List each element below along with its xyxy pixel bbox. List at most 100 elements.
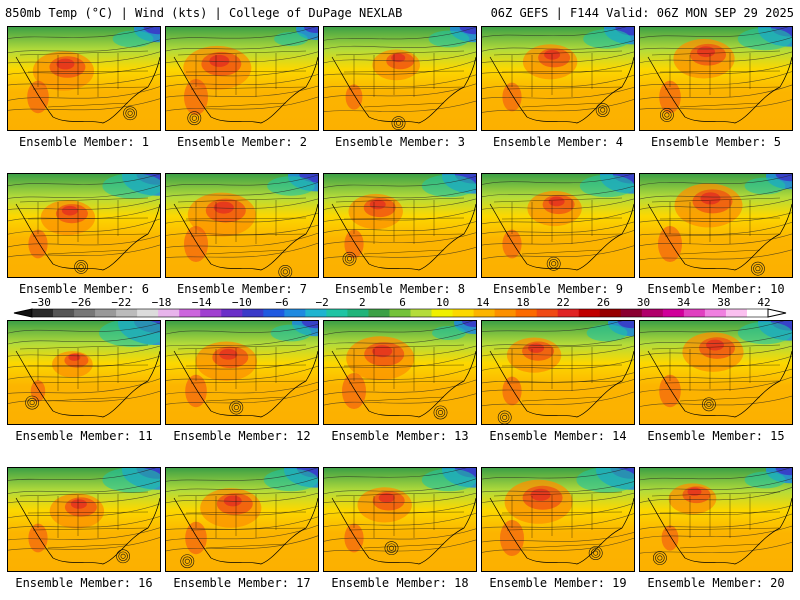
- ensemble-member-label: Ensemble Member: 14: [489, 429, 627, 443]
- ensemble-member-label: Ensemble Member: 20: [647, 576, 785, 590]
- colorbar-segment: [53, 309, 75, 317]
- ensemble-member-map: [481, 173, 635, 278]
- colorbar-segment: [473, 309, 496, 317]
- ensemble-member-map: [323, 173, 477, 278]
- colorbar-tick-label: −14: [191, 296, 212, 309]
- ensemble-member-map: [481, 26, 635, 131]
- ensemble-member-label: Ensemble Member: 9: [492, 282, 624, 296]
- ensemble-member-label: Ensemble Member: 1: [18, 135, 150, 149]
- colorbar-tick-label: −22: [111, 296, 132, 309]
- colorbar-segment: [32, 309, 54, 317]
- colorbar-min-arrow: [13, 308, 33, 318]
- colorbar-segment: [158, 309, 180, 317]
- ensemble-member-label: Ensemble Member: 10: [647, 282, 785, 296]
- colorbar-segment: [599, 309, 622, 317]
- ensemble-member-map: [7, 173, 161, 278]
- colorbar-segment: [431, 309, 454, 317]
- ensemble-member-map: [481, 320, 635, 425]
- colorbar-segment: [725, 309, 748, 317]
- ensemble-member-label: Ensemble Member: 3: [334, 135, 466, 149]
- ensemble-member-label: Ensemble Member: 18: [331, 576, 469, 590]
- ensemble-member-map: [7, 320, 161, 425]
- colorbar-segment: [137, 309, 159, 317]
- ensemble-member-map: [639, 26, 793, 131]
- ensemble-member-map: [165, 173, 319, 278]
- colorbar-tick-label: 6: [399, 296, 406, 309]
- ensemble-member-map: [639, 173, 793, 278]
- colorbar-segment: [746, 309, 769, 317]
- colorbar-tick-label: 14: [476, 296, 490, 309]
- colorbar-segment: [452, 309, 475, 317]
- colorbar-segment: [641, 309, 664, 317]
- ensemble-member-label: Ensemble Member: 17: [173, 576, 311, 590]
- colorbar-segment: [200, 309, 222, 317]
- ensemble-member-label: Ensemble Member: 5: [650, 135, 782, 149]
- colorbar-tick-label: −26: [71, 296, 92, 309]
- colorbar-tick-label: −18: [151, 296, 172, 309]
- colorbar-tick-label: −2: [315, 296, 329, 309]
- ensemble-member-map: [323, 26, 477, 131]
- colorbar-tick-label: 2: [359, 296, 366, 309]
- map-title: 850mb Temp (°C) | Wind (kts) | College o…: [5, 6, 403, 20]
- colorbar-segment: [284, 309, 306, 317]
- colorbar-tick-label: 42: [757, 296, 771, 309]
- colorbar-segment: [683, 309, 706, 317]
- colorbar-tick-label: 22: [556, 296, 570, 309]
- colorbar-segment: [368, 309, 390, 317]
- ensemble-member-label: Ensemble Member: 15: [647, 429, 785, 443]
- model-run-info: 06Z GEFS | F144 Valid: 06Z MON SEP 29 20…: [490, 6, 794, 20]
- colorbar-outline: [31, 308, 769, 318]
- ensemble-member-label: Ensemble Member: 16: [15, 576, 153, 590]
- colorbar-segment: [116, 309, 138, 317]
- ensemble-member-map: [7, 26, 161, 131]
- colorbar-segment: [389, 309, 412, 317]
- colorbar-tick-label: −6: [275, 296, 289, 309]
- ensemble-member-label: Ensemble Member: 2: [176, 135, 308, 149]
- colorbar-segment: [494, 309, 517, 317]
- colorbar-tick-label: 30: [636, 296, 651, 309]
- ensemble-member-map: [165, 467, 319, 572]
- colorbar-segment: [74, 309, 96, 317]
- colorbar-tick-label: 38: [717, 296, 731, 309]
- colorbar-segment: [179, 309, 201, 317]
- colorbar-max-arrow: [767, 308, 787, 318]
- ensemble-member-label: Ensemble Member: 7: [176, 282, 308, 296]
- colorbar-segment: [578, 309, 601, 317]
- colorbar-segment: [95, 309, 117, 317]
- colorbar-segment: [410, 309, 433, 317]
- colorbar-segment: [662, 309, 685, 317]
- colorbar-segment: [347, 309, 369, 317]
- ensemble-member-label: Ensemble Member: 19: [489, 576, 627, 590]
- colorbar-tick-label: −30: [31, 296, 51, 309]
- colorbar-tick-label: 26: [596, 296, 610, 309]
- ensemble-member-map: [323, 467, 477, 572]
- ensemble-member-label: Ensemble Member: 11: [15, 429, 153, 443]
- ensemble-member-label: Ensemble Member: 8: [334, 282, 466, 296]
- colorbar-segment: [305, 309, 327, 317]
- ensemble-member-map: [481, 467, 635, 572]
- ensemble-member-map: [639, 320, 793, 425]
- colorbar-tick-label: 10: [436, 296, 450, 309]
- temperature-colorbar: [13, 308, 787, 318]
- ensemble-member-map: [639, 467, 793, 572]
- ensemble-member-map: [7, 467, 161, 572]
- colorbar-segment: [536, 309, 559, 317]
- colorbar-segment: [326, 309, 348, 317]
- ensemble-member-label: Ensemble Member: 6: [18, 282, 150, 296]
- colorbar-tick-label: −10: [231, 296, 252, 309]
- colorbar-segment: [557, 309, 580, 317]
- colorbar-segment: [515, 309, 538, 317]
- ensemble-member-map: [323, 320, 477, 425]
- colorbar-segment: [263, 309, 285, 317]
- colorbar-segment: [704, 309, 727, 317]
- ensemble-member-label: Ensemble Member: 12: [173, 429, 311, 443]
- ensemble-member-label: Ensemble Member: 13: [331, 429, 469, 443]
- ensemble-member-label: Ensemble Member: 4: [492, 135, 624, 149]
- colorbar-segment: [221, 309, 243, 317]
- colorbar-segment: [242, 309, 264, 317]
- ensemble-member-map: [165, 26, 319, 131]
- ensemble-member-map: [165, 320, 319, 425]
- colorbar-tick-label: 34: [677, 296, 691, 309]
- colorbar-segment: [620, 309, 643, 317]
- colorbar-tick-label: 18: [516, 296, 530, 309]
